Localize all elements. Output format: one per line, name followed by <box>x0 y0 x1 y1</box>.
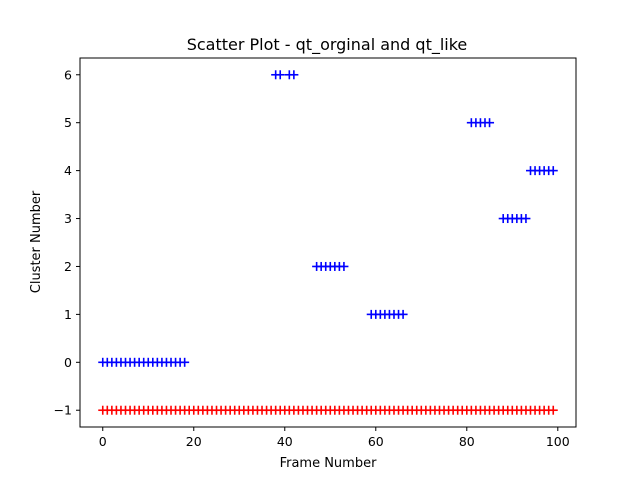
x-tick-label: 100 <box>546 434 570 449</box>
x-tick-label: 60 <box>368 434 384 449</box>
data-point <box>548 166 558 176</box>
data-point <box>180 357 190 367</box>
y-axis-label: Cluster Number <box>29 190 44 293</box>
x-tick-label: 0 <box>99 434 107 449</box>
data-point <box>521 214 531 224</box>
data-points <box>98 70 558 415</box>
x-axis-ticks: 0 20 40 60 80 100 <box>99 427 570 449</box>
y-tick-label: 4 <box>64 163 72 178</box>
y-tick-label: 3 <box>64 211 72 226</box>
data-point <box>548 405 558 415</box>
data-point <box>275 70 285 80</box>
y-axis-ticks: −1 0 1 2 3 4 5 6 <box>54 67 80 418</box>
data-point <box>339 261 349 271</box>
x-tick-label: 20 <box>186 434 202 449</box>
x-tick-label: 80 <box>459 434 475 449</box>
plot-frame <box>79 57 577 428</box>
chart-title: Scatter Plot - qt_orginal and qt_like <box>187 35 468 55</box>
x-tick-label: 40 <box>277 434 293 449</box>
x-axis-label: Frame Number <box>280 456 378 471</box>
y-tick-label: −1 <box>54 403 72 418</box>
data-point <box>398 309 408 319</box>
y-tick-label: 2 <box>64 259 72 274</box>
y-tick-label: 6 <box>64 67 72 82</box>
data-point <box>289 70 299 80</box>
y-tick-label: 5 <box>64 115 72 130</box>
y-tick-label: 0 <box>64 355 72 370</box>
y-tick-label: 1 <box>64 307 72 322</box>
data-point <box>485 118 495 128</box>
